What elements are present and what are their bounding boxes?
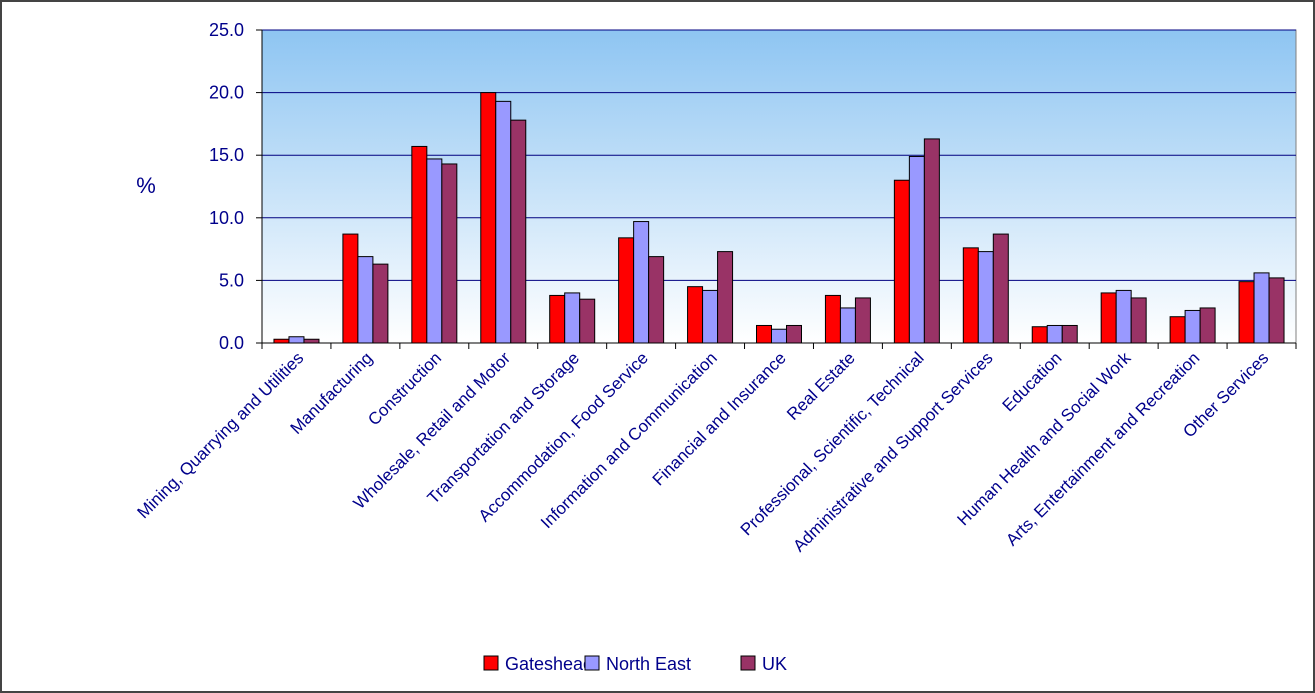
bar-north-east bbox=[771, 328, 787, 344]
bar-gateshead bbox=[1100, 292, 1117, 344]
bar-uk bbox=[854, 297, 871, 344]
bar-north-east bbox=[426, 158, 443, 344]
bar-gateshead bbox=[549, 294, 566, 344]
y-tick-label: 20.0 bbox=[209, 83, 244, 103]
bar-gateshead bbox=[273, 338, 290, 344]
bar-uk bbox=[372, 263, 389, 344]
y-tick-label: 5.0 bbox=[219, 270, 244, 290]
bar-uk bbox=[1130, 297, 1147, 344]
bar-gateshead bbox=[342, 233, 359, 344]
bar-uk bbox=[717, 251, 734, 344]
legend-swatch bbox=[740, 655, 756, 671]
bar-north-east bbox=[357, 256, 374, 344]
bar-gateshead bbox=[962, 247, 979, 344]
bar-uk bbox=[923, 138, 940, 344]
legend: Gateshead North East UK bbox=[483, 654, 787, 674]
bar-north-east bbox=[1184, 309, 1201, 344]
y-tick-label: 25.0 bbox=[209, 20, 244, 40]
bar-uk bbox=[441, 163, 458, 344]
bar-north-east bbox=[288, 336, 305, 344]
bar-north-east bbox=[702, 289, 719, 344]
bar-north-east bbox=[495, 100, 512, 344]
bar-gateshead bbox=[824, 294, 841, 344]
y-tick-labels: 0.0 5.0 10.0 15.0 20.0 25.0 bbox=[209, 20, 244, 353]
bars bbox=[273, 92, 1285, 344]
bar-uk bbox=[579, 298, 596, 344]
bar-uk bbox=[510, 119, 527, 344]
bar-gateshead bbox=[1238, 281, 1255, 344]
bar-north-east bbox=[1253, 272, 1270, 344]
bar-uk bbox=[1268, 277, 1285, 344]
bar-gateshead bbox=[687, 286, 704, 344]
bar-uk bbox=[303, 338, 320, 344]
y-tick-label: 0.0 bbox=[219, 333, 244, 353]
legend-label: Gateshead bbox=[505, 654, 593, 674]
bar-gateshead bbox=[618, 237, 635, 344]
y-tick-label: 15.0 bbox=[209, 145, 244, 165]
bar-gateshead bbox=[1031, 326, 1048, 344]
legend-swatch bbox=[584, 655, 600, 671]
y-axis-label: % bbox=[136, 173, 156, 198]
x-category-label: Financial and Insurance bbox=[649, 348, 790, 489]
bar-north-east bbox=[1046, 324, 1063, 344]
bar-gateshead bbox=[411, 145, 428, 344]
bar-uk bbox=[648, 256, 665, 344]
y-tick-label: 10.0 bbox=[209, 208, 244, 228]
bar-north-east bbox=[839, 307, 856, 344]
bar-north-east bbox=[633, 221, 650, 344]
bar-north-east bbox=[564, 292, 581, 344]
legend-label: UK bbox=[762, 654, 787, 674]
bar-uk bbox=[786, 324, 802, 344]
bar-uk bbox=[1199, 307, 1216, 344]
bar-uk bbox=[1061, 324, 1078, 344]
bar-gateshead bbox=[893, 179, 910, 344]
bar-gateshead bbox=[480, 92, 497, 344]
x-category-label: Education bbox=[999, 348, 1066, 415]
bar-gateshead bbox=[756, 324, 772, 344]
bar-uk bbox=[992, 233, 1009, 344]
legend-swatch bbox=[483, 655, 499, 671]
bar-gateshead bbox=[1169, 316, 1186, 344]
x-category-labels: Mining, Quarrying and UtilitiesManufactu… bbox=[134, 348, 1273, 556]
bar-north-east bbox=[977, 251, 994, 344]
axes bbox=[261, 30, 1297, 349]
bar-north-east bbox=[1115, 289, 1132, 344]
bar-north-east bbox=[908, 155, 925, 344]
x-category-label: Mining, Quarrying and Utilities bbox=[134, 348, 308, 522]
x-category-label: Real Estate bbox=[783, 348, 859, 424]
legend-label: North East bbox=[606, 654, 691, 674]
